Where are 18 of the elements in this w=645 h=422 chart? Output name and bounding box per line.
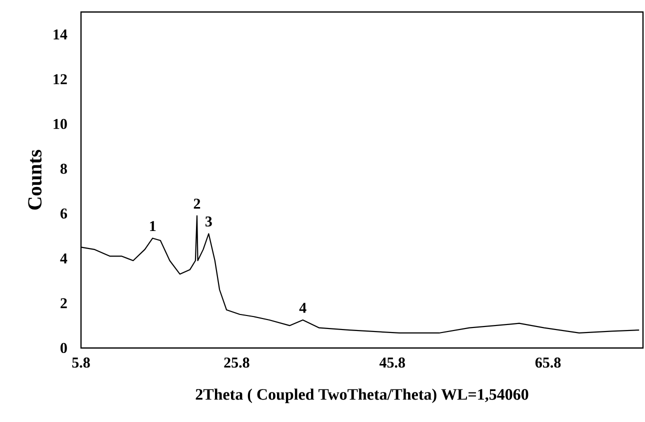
annotation: 3 bbox=[205, 216, 212, 227]
y-tick-label: 6 bbox=[60, 208, 68, 219]
y-tick-label: 2 bbox=[60, 298, 67, 308]
y-tick-label: 8 bbox=[60, 164, 67, 174]
x-tick-label: 45.8 bbox=[379, 358, 405, 368]
x-tick-label: 5.8 bbox=[72, 358, 90, 368]
annotation: 2 bbox=[194, 198, 200, 209]
y-tick-label: 0 bbox=[60, 342, 67, 354]
y-tick-label: 12 bbox=[54, 74, 67, 84]
y-tick-label: 10 bbox=[54, 118, 67, 130]
annotation: 4 bbox=[299, 302, 306, 313]
x-axis-title: 2Theta ( Coupled TwoTheta/Theta) WL=1,54060 bbox=[196, 388, 528, 404]
y-axis-title: Counts bbox=[28, 150, 42, 210]
annotation: 1 bbox=[150, 221, 156, 232]
x-tick-label: 25.8 bbox=[224, 358, 250, 368]
y-tick-label: 4 bbox=[60, 253, 68, 264]
y-tick-label: 14 bbox=[54, 29, 68, 40]
x-tick-label: 65.8 bbox=[535, 358, 561, 368]
